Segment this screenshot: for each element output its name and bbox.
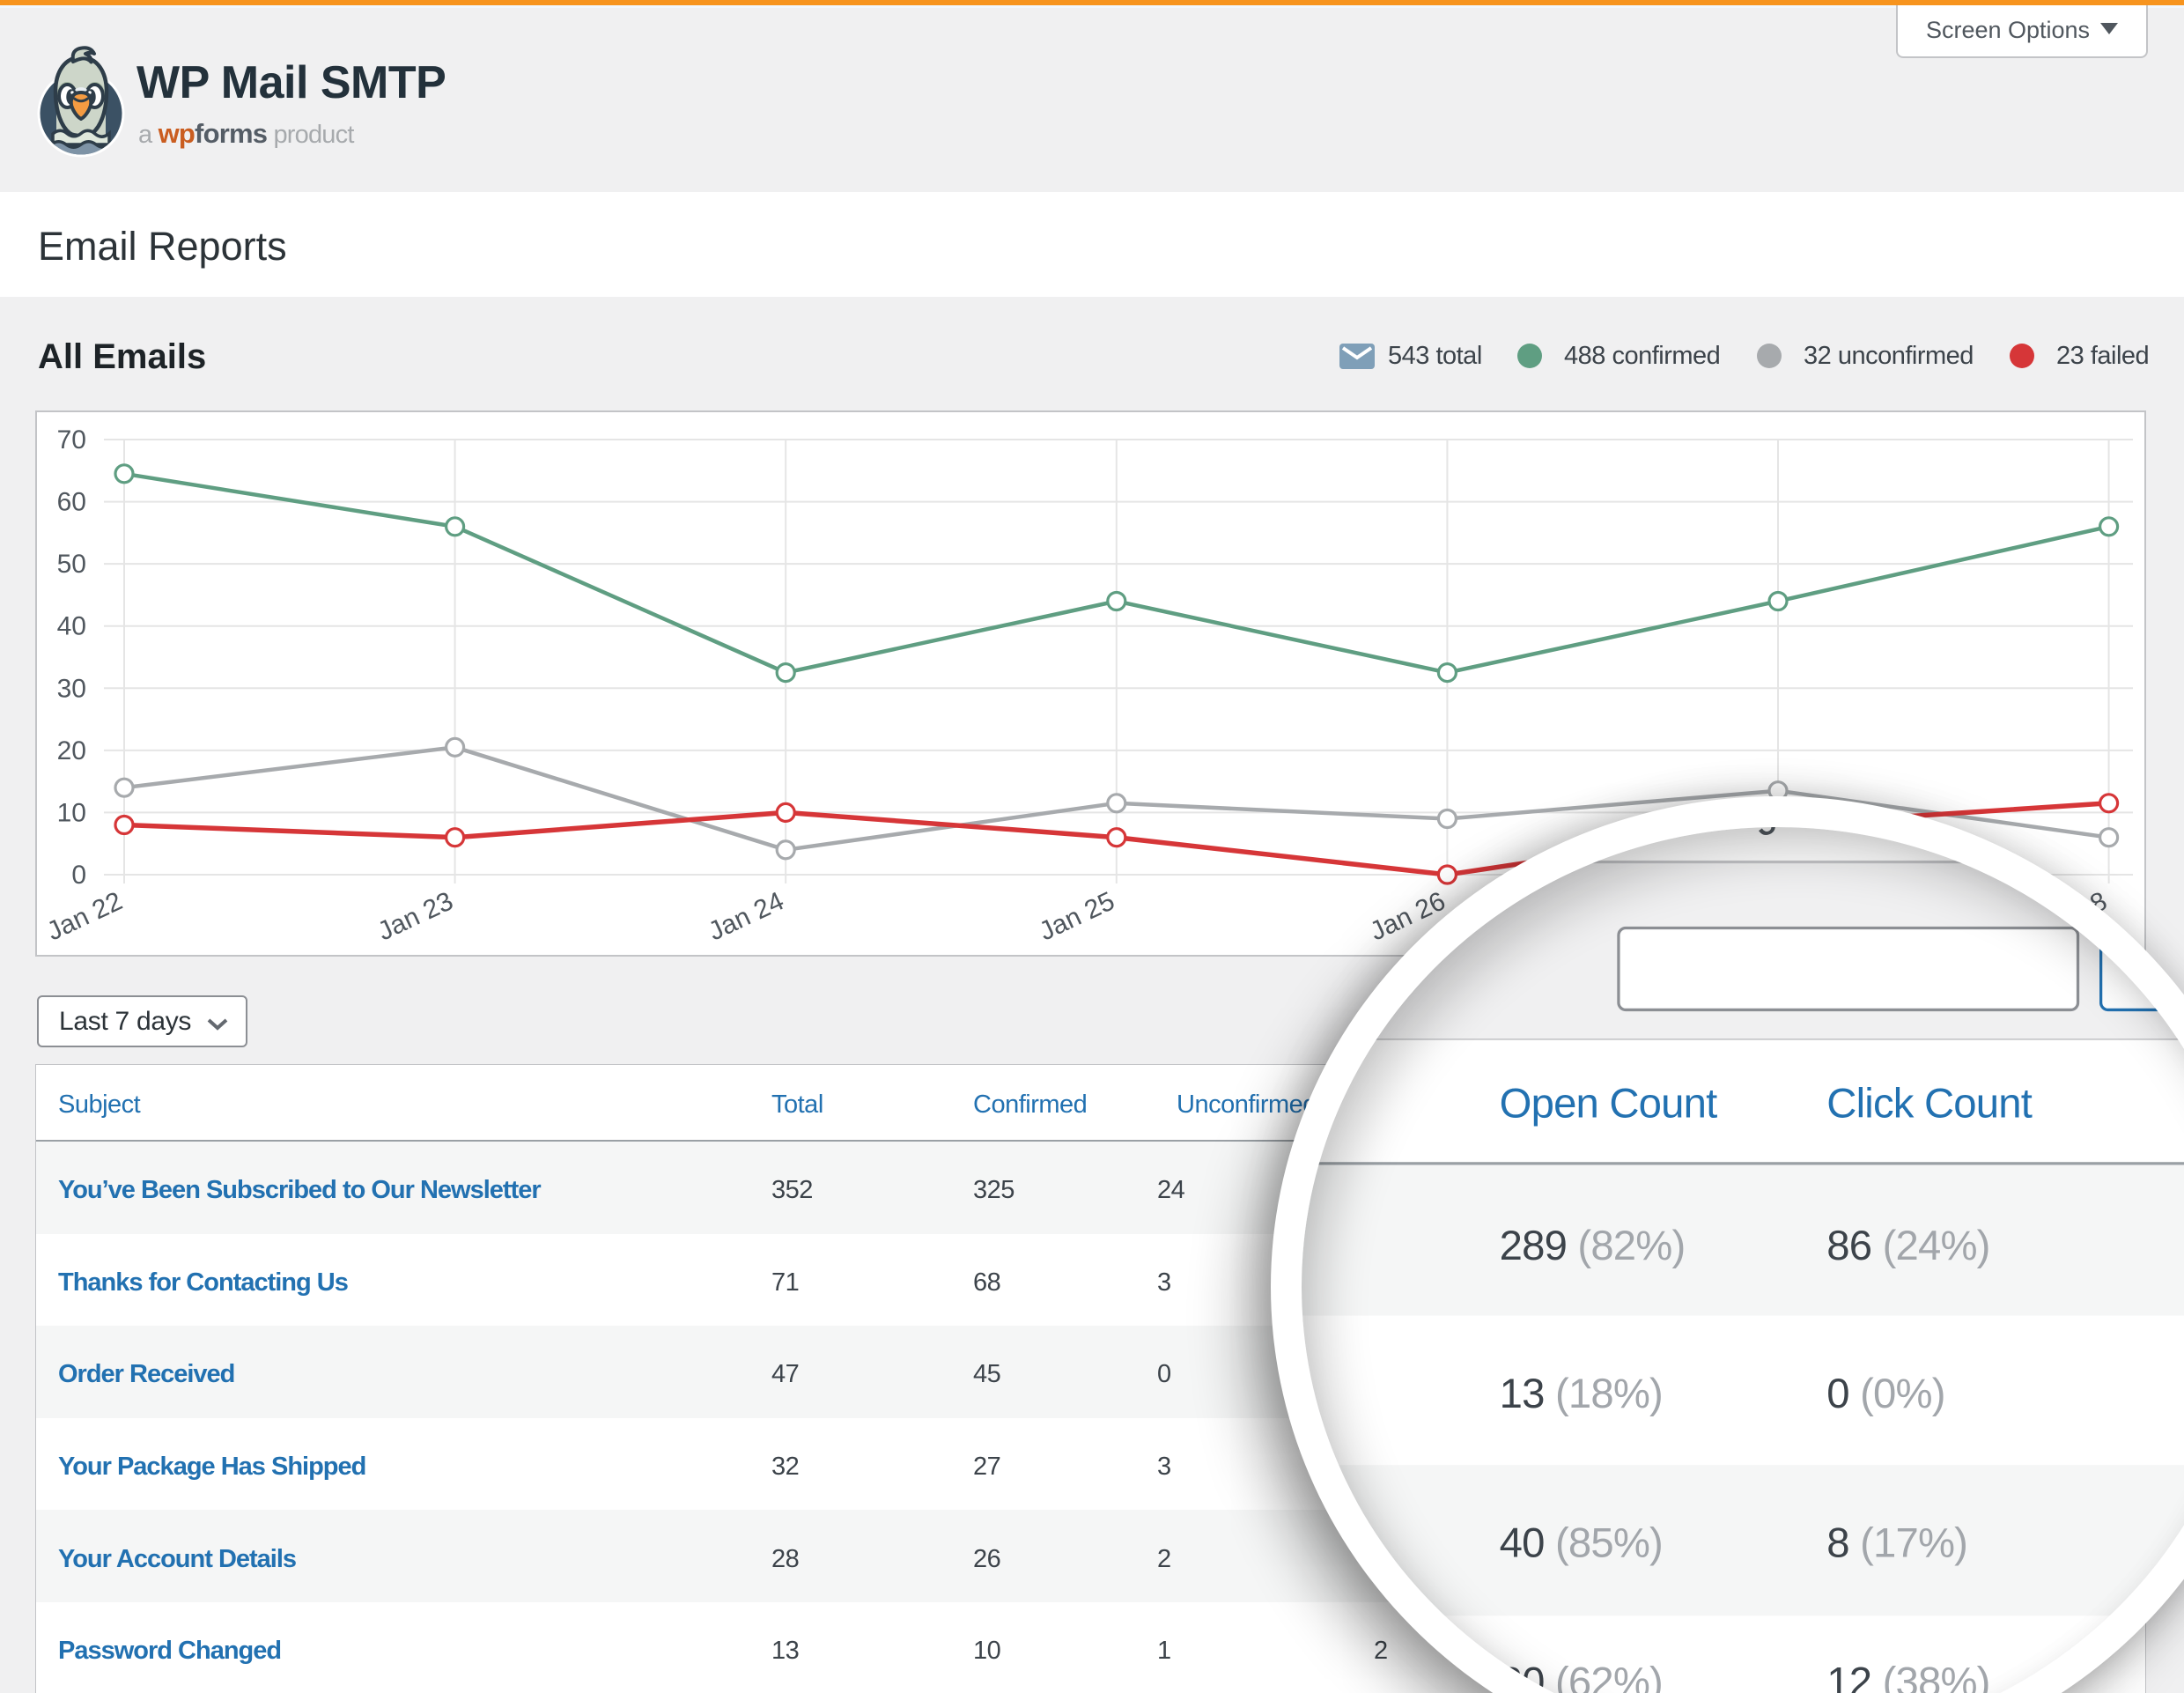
svg-text:Jan 25: Jan 25 [1035, 886, 1119, 946]
svg-text:70: 70 [57, 425, 86, 455]
svg-text:Jan 24: Jan 24 [705, 886, 789, 946]
svg-text:50: 50 [57, 550, 86, 579]
svg-text:30: 30 [57, 674, 86, 703]
svg-text:Jan 23: Jan 23 [373, 886, 458, 946]
svg-text:20: 20 [57, 736, 86, 765]
svg-text:60: 60 [57, 488, 86, 517]
svg-text:10: 10 [57, 798, 86, 827]
svg-text:Jan 22: Jan 22 [42, 886, 127, 946]
svg-text:0: 0 [71, 861, 86, 890]
svg-text:40: 40 [57, 612, 86, 641]
